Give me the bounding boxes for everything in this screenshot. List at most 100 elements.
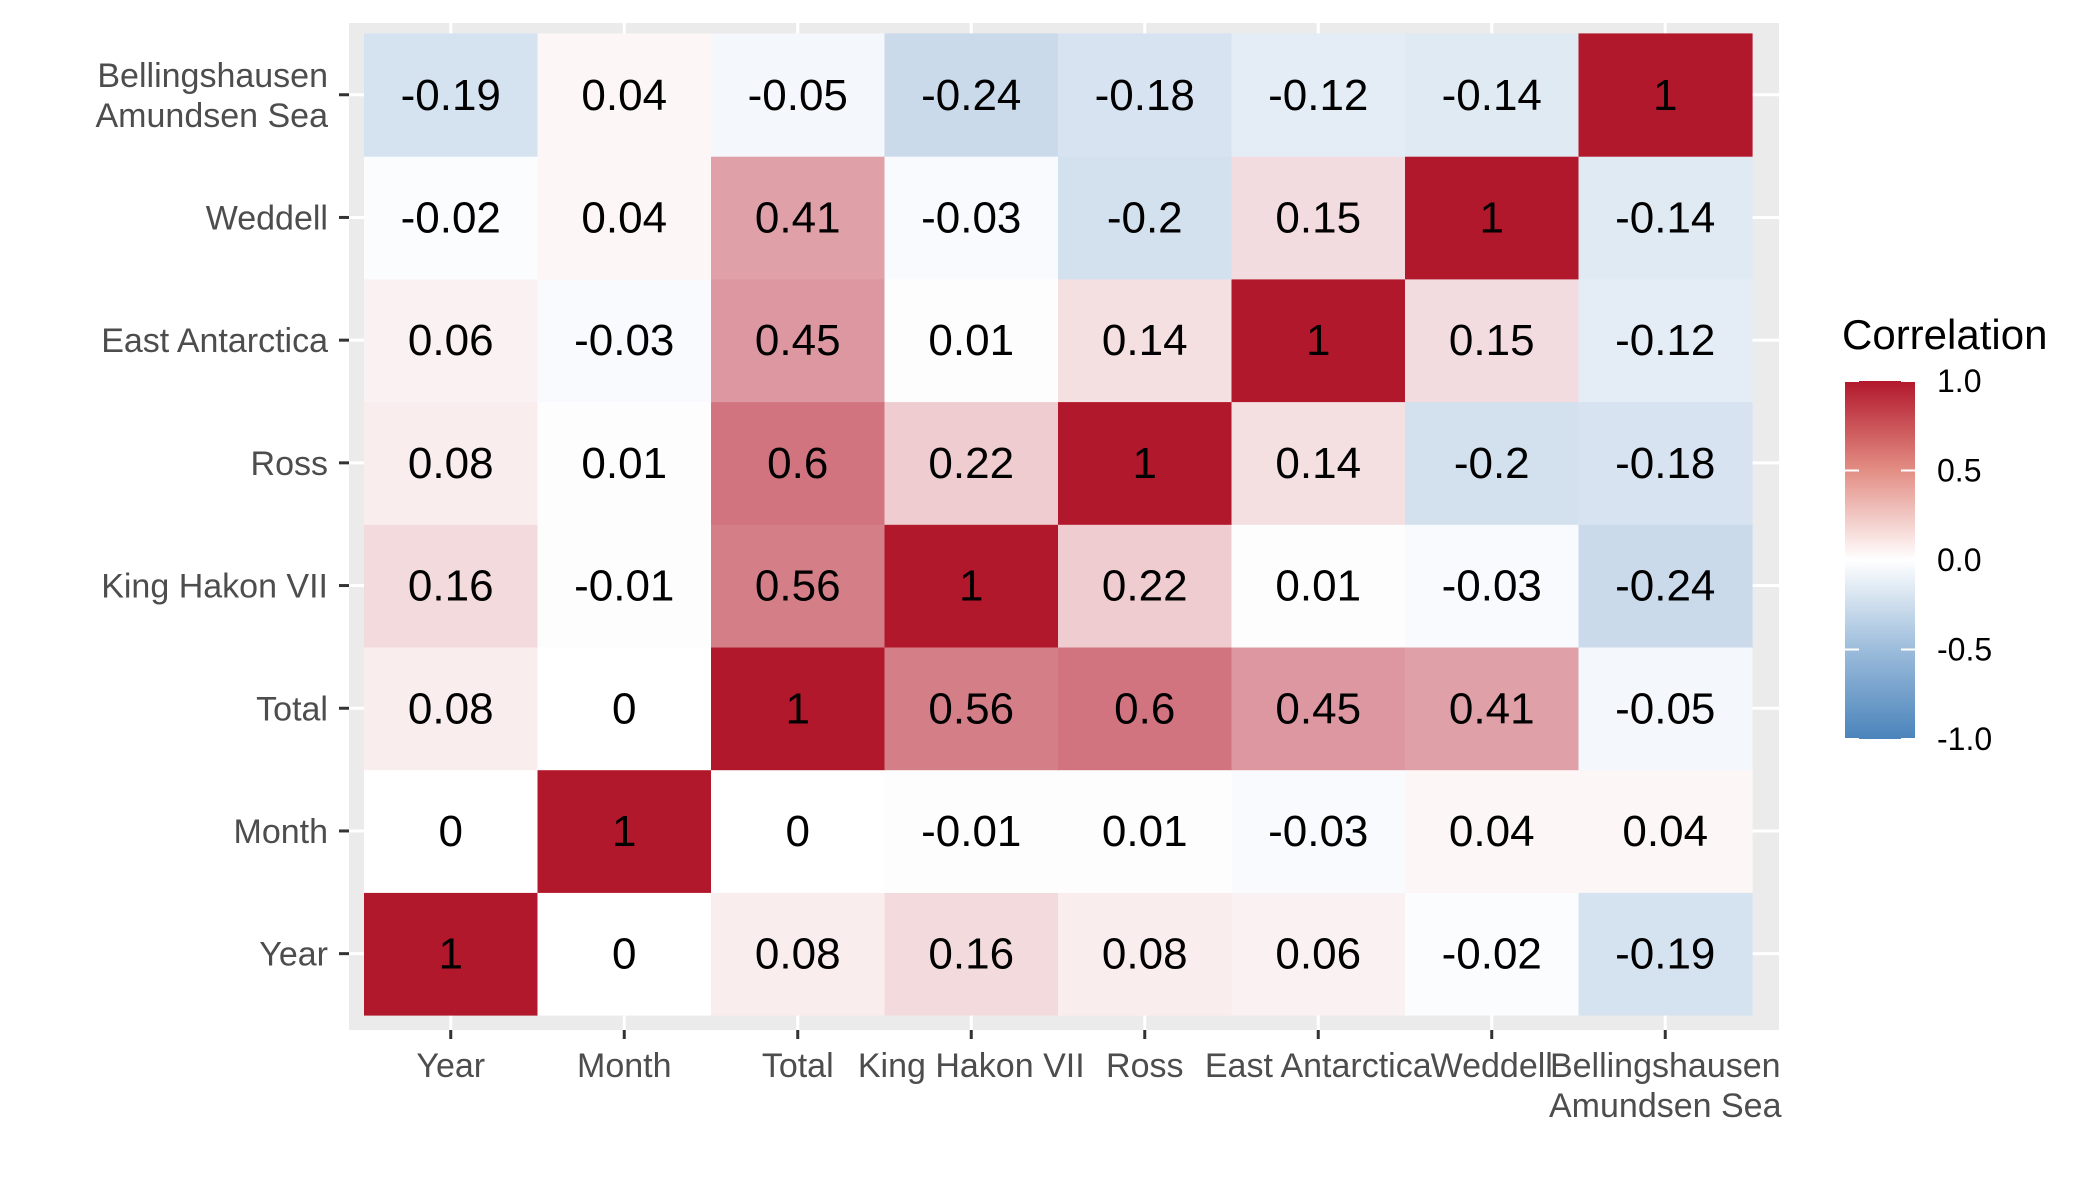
- heatmap-cell: [1231, 892, 1406, 1016]
- cell-value-label: -0.24: [921, 71, 1021, 120]
- heatmap-cell: [1058, 524, 1233, 648]
- x-axis-tick-label: Year: [416, 1047, 485, 1085]
- cell-value-label: -0.01: [921, 807, 1021, 856]
- heatmap-cell: [884, 156, 1059, 280]
- cell-value-label: 0.15: [1449, 316, 1535, 365]
- cell-value-label: -0.2: [1454, 439, 1530, 488]
- color-legend: Correlation 1.0 0.5 0.0 -0.5 -1.0: [1842, 311, 2047, 757]
- cell-value-label: 1: [612, 807, 636, 856]
- heatmap-cell: [711, 524, 886, 648]
- heatmap-cell: [1231, 278, 1406, 403]
- heatmap-cell: [884, 646, 1059, 771]
- heatmap-cell: [1405, 769, 1580, 893]
- heatmap-cell: [884, 278, 1059, 403]
- heatmap-cell: [1578, 646, 1753, 771]
- cell-value-label: -0.03: [1268, 807, 1368, 856]
- cell-value-label: 0.56: [755, 562, 841, 611]
- heatmap-cell: [1405, 278, 1580, 403]
- cell-value-label: -0.05: [748, 71, 848, 120]
- legend-title: Correlation: [1842, 311, 2047, 358]
- heatmap-cell: [884, 401, 1059, 525]
- x-axis-tick-label: Bellingshausen: [1550, 1047, 1781, 1085]
- cell-value-label: 0.14: [1102, 316, 1188, 365]
- y-axis-tick-label: East Antarctica: [101, 322, 328, 360]
- heatmap-cell: [884, 33, 1059, 157]
- heatmap-cell: [1578, 156, 1753, 280]
- cell-value-label: 0.04: [1622, 807, 1708, 856]
- cell-value-label: 0.41: [1449, 684, 1535, 733]
- heatmap-cell: [537, 156, 712, 280]
- cell-value-label: -0.03: [574, 316, 674, 365]
- heatmap-cell: [364, 401, 539, 525]
- x-axis-tick-label: East Antarctica: [1205, 1047, 1432, 1085]
- cell-value-label: -0.02: [1442, 930, 1542, 979]
- cell-value-label: -0.19: [1615, 930, 1715, 979]
- cell-value-label: 0.01: [928, 316, 1014, 365]
- cell-value-label: 0.01: [581, 439, 667, 488]
- heatmap-cells: [364, 33, 1753, 1016]
- cell-value-label: -0.2: [1107, 193, 1183, 242]
- heatmap-cell: [537, 892, 712, 1016]
- heatmap-cell: [711, 892, 886, 1016]
- heatmap-cell: [1231, 646, 1406, 771]
- x-axis-tick-label: Total: [762, 1047, 834, 1085]
- heatmap-cell: [1231, 769, 1406, 893]
- cell-value-label: 0: [612, 684, 636, 733]
- cell-value-label: 0.04: [581, 193, 667, 242]
- heatmap-cell: [711, 278, 886, 403]
- y-axis-tick-label: Month: [234, 813, 329, 851]
- cell-value-label: 0.08: [1102, 930, 1188, 979]
- cell-value-label: 0.16: [408, 562, 494, 611]
- heatmap-cell: [884, 769, 1059, 893]
- x-axis-tick-label: Amundsen Sea: [1549, 1087, 1782, 1125]
- heatmap-cell: [711, 646, 886, 771]
- heatmap-cell: [1578, 524, 1753, 648]
- cell-value-label: 0.16: [928, 930, 1014, 979]
- cell-value-label: 1: [439, 930, 463, 979]
- y-axis-tick-label: Year: [259, 936, 328, 974]
- heatmap-cell: [537, 524, 712, 648]
- cell-value-label: 0.45: [755, 316, 841, 365]
- heatmap-cell: [1578, 769, 1753, 893]
- cell-value-label: -0.01: [574, 562, 674, 611]
- heatmap-cell: [711, 156, 886, 280]
- cell-value-label: -0.03: [921, 193, 1021, 242]
- heatmap-cell: [711, 769, 886, 893]
- cell-value-label: 1: [1653, 71, 1677, 120]
- x-axis-tick-label: Weddell: [1431, 1047, 1553, 1085]
- cell-value-label: -0.02: [401, 193, 501, 242]
- cell-value-label: -0.03: [1442, 562, 1542, 611]
- cell-value-label: 0.15: [1275, 193, 1361, 242]
- heatmap-cell: [537, 401, 712, 525]
- cell-value-label: 0.01: [1102, 807, 1188, 856]
- heatmap-cell: [364, 892, 539, 1016]
- heatmap-cell: [1231, 33, 1406, 157]
- cell-value-label: -0.18: [1615, 439, 1715, 488]
- heatmap-cell: [1231, 156, 1406, 280]
- heatmap-cell: [1405, 33, 1580, 157]
- heatmap-cell: [1058, 278, 1233, 403]
- heatmap-cell: [537, 646, 712, 771]
- cell-value-label: 1: [1306, 316, 1330, 365]
- cell-value-label: 0.08: [408, 684, 494, 733]
- cell-value-label: 0.08: [408, 439, 494, 488]
- heatmap-cell: [1578, 401, 1753, 525]
- x-axis-tick-label: King Hakon VII: [858, 1047, 1085, 1085]
- y-axis-tick-label: Weddell: [206, 199, 328, 237]
- heatmap-cell: [537, 33, 712, 157]
- heatmap-cell: [537, 769, 712, 893]
- heatmap-cell: [364, 33, 539, 157]
- cell-value-label: -0.18: [1095, 71, 1195, 120]
- heatmap-cell: [1058, 892, 1233, 1016]
- heatmap-cell: [1405, 646, 1580, 771]
- heatmap-cell: [1058, 769, 1233, 893]
- cell-value-label: -0.12: [1268, 71, 1368, 120]
- x-axis-tick-label: Ross: [1106, 1047, 1183, 1085]
- heatmap-cell: [711, 33, 886, 157]
- cell-labels: 1 0 0.08 0.16 0.08 0.06 -0.02 -0.19 0 1 0 -0.01 0.01…: [401, 71, 1716, 979]
- cell-value-label: 0.22: [1102, 562, 1188, 611]
- legend-tick-label: 0.0: [1937, 542, 1981, 578]
- legend-tick-label: -1.0: [1937, 721, 1992, 757]
- y-axis: Year Month Total King Hakon VII Ross East Ant…: [96, 57, 349, 974]
